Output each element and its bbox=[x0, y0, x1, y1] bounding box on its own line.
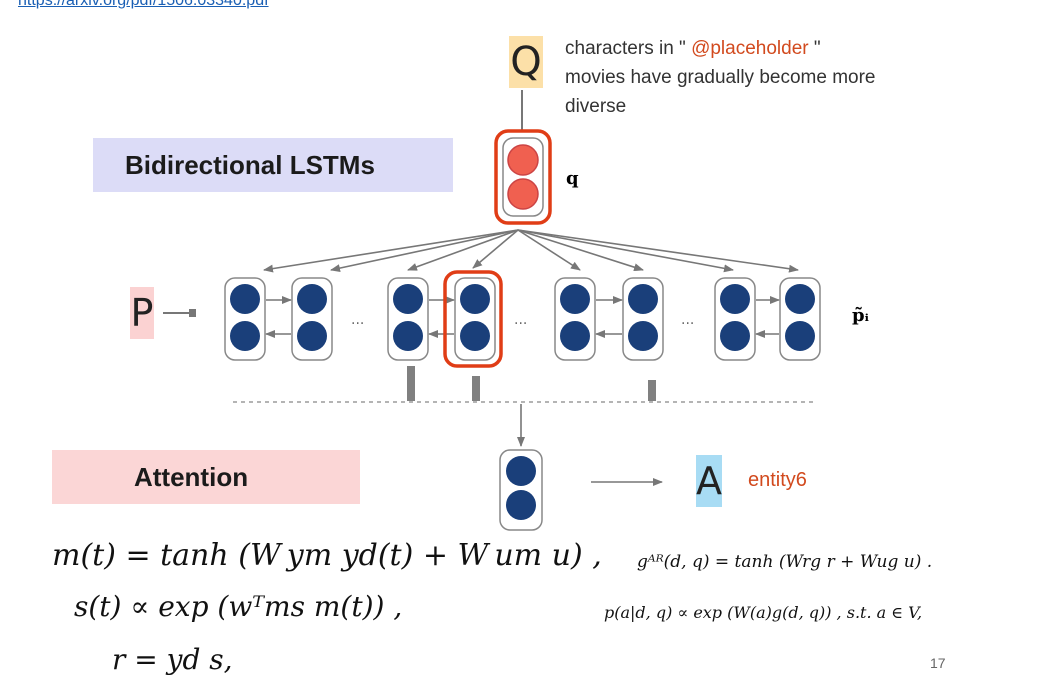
equation-g: gᴬᴿ(d, q) = tanh (Wrg r + Wug u) . bbox=[637, 552, 933, 572]
attention-banner: Attention bbox=[52, 450, 360, 504]
ellipsis-3: ... bbox=[681, 312, 694, 328]
fanout-arrows bbox=[263, 229, 799, 273]
lstm-node bbox=[291, 277, 333, 361]
ellipsis-1: ... bbox=[351, 312, 364, 328]
query-text-prefix: characters in " bbox=[565, 38, 686, 59]
query-node bbox=[494, 129, 552, 225]
attention-weight-bars bbox=[407, 366, 656, 401]
query-vector-label: q bbox=[566, 168, 579, 189]
passage-input-arrow bbox=[163, 309, 196, 317]
lstm-banner: Bidirectional LSTMs bbox=[93, 138, 453, 192]
lstm-node bbox=[714, 277, 756, 361]
lstm-node bbox=[454, 277, 496, 361]
lstm-node bbox=[387, 277, 429, 361]
ellipsis-2: ... bbox=[514, 312, 527, 328]
query-text: characters in " @placeholder " movies ha… bbox=[565, 34, 1005, 121]
output-node bbox=[499, 449, 543, 531]
query-text-line2: movies have gradually become more bbox=[565, 67, 876, 88]
equation-m: m(t) = tanh (W ym yd(t) + W um u) , bbox=[52, 538, 602, 573]
lstm-chain bbox=[224, 277, 821, 361]
lstm-node bbox=[554, 277, 596, 361]
page-number: 17 bbox=[930, 655, 946, 671]
equation-p: p(a|d, q) ∝ exp (W(a)g(d, q)) , s.t. a ∈… bbox=[604, 603, 923, 622]
query-text-suffix: " bbox=[813, 38, 821, 59]
passage-vector-label: p̃ᵢ bbox=[852, 305, 869, 326]
equation-r: r = yd s, bbox=[112, 643, 233, 676]
passage-symbol: P bbox=[130, 287, 154, 339]
paper-link[interactable]: https://arxiv.org/pdf/1506.03340.pdf bbox=[18, 0, 269, 9]
ellipsis-group: ... ... ... bbox=[351, 312, 694, 328]
lstm-node bbox=[224, 277, 266, 361]
lstm-node bbox=[779, 277, 821, 361]
highlighted-lstm-frame bbox=[443, 270, 503, 368]
answer-entity: entity6 bbox=[748, 469, 807, 491]
placeholder-token: @placeholder bbox=[691, 38, 809, 59]
query-symbol: Q bbox=[509, 36, 543, 88]
answer-symbol: A bbox=[696, 455, 722, 507]
query-text-line3: diverse bbox=[565, 96, 627, 117]
equation-s: s(t) ∝ exp (wᵀms m(t)) , bbox=[74, 590, 403, 623]
lstm-node bbox=[622, 277, 664, 361]
